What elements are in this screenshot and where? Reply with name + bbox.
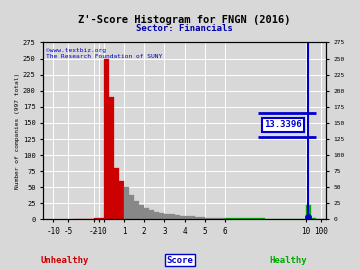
Bar	[311, 218, 316, 220]
Bar	[124, 187, 129, 220]
Bar	[296, 219, 301, 220]
Bar	[170, 214, 175, 220]
Text: Score: Score	[167, 256, 193, 265]
Bar	[265, 219, 270, 220]
Bar	[129, 195, 134, 220]
Text: 13.3396: 13.3396	[264, 120, 302, 129]
Bar	[286, 219, 291, 220]
Bar	[89, 219, 94, 220]
Bar	[119, 181, 124, 220]
Bar	[109, 97, 114, 220]
Bar	[78, 219, 84, 220]
Bar	[99, 218, 104, 220]
Bar	[175, 215, 180, 220]
Bar	[220, 218, 225, 220]
Bar	[270, 219, 276, 220]
Bar	[139, 205, 144, 220]
Bar	[260, 218, 265, 220]
Bar	[149, 210, 154, 220]
Bar	[159, 213, 165, 220]
Bar	[316, 219, 321, 220]
Text: Healthy: Healthy	[269, 256, 307, 265]
Text: ©www.textbiz.org: ©www.textbiz.org	[46, 48, 106, 53]
Bar	[245, 218, 250, 220]
Y-axis label: Number of companies (997 total): Number of companies (997 total)	[15, 73, 20, 189]
Bar	[165, 214, 170, 220]
Text: Unhealthy: Unhealthy	[41, 256, 89, 265]
Bar	[84, 219, 89, 220]
Bar	[321, 219, 326, 220]
Title: Z'-Score Histogram for FNGN (2016): Z'-Score Histogram for FNGN (2016)	[78, 15, 291, 25]
Bar	[73, 219, 78, 220]
Bar	[190, 216, 195, 220]
Bar	[200, 217, 205, 220]
Bar	[114, 168, 119, 220]
Bar	[195, 217, 200, 220]
Bar	[215, 218, 220, 220]
Bar	[134, 201, 139, 220]
Bar	[185, 216, 190, 220]
Bar	[104, 59, 109, 220]
Bar	[230, 218, 235, 220]
Bar	[250, 218, 255, 220]
Bar	[301, 219, 306, 220]
Bar	[154, 212, 159, 220]
Bar	[205, 218, 210, 220]
Bar	[94, 218, 99, 220]
Bar	[276, 219, 281, 220]
Bar	[240, 218, 245, 220]
Bar	[180, 216, 185, 220]
Text: The Research Foundation of SUNY: The Research Foundation of SUNY	[46, 54, 162, 59]
Bar	[281, 219, 286, 220]
Text: Sector: Financials: Sector: Financials	[136, 24, 233, 33]
Bar	[235, 218, 240, 220]
Bar	[225, 218, 230, 220]
Bar	[291, 219, 296, 220]
Bar	[255, 218, 260, 220]
Bar	[144, 208, 149, 220]
Bar	[306, 205, 311, 220]
Bar	[210, 218, 215, 220]
